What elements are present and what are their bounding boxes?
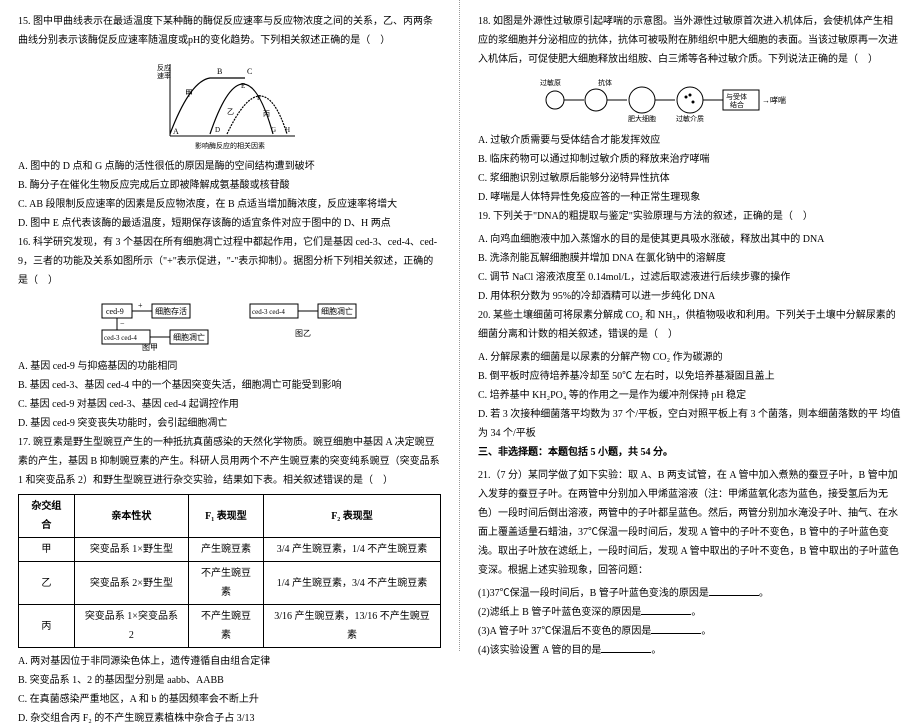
q15-figure: 反应 速率 甲 B C A D E F G H 乙 丙 影响酶反应的相关因素: [18, 56, 441, 151]
th-1: 杂交组合: [19, 495, 75, 538]
q16-optD: D. 基因 ced-9 突变丧失功能时，会引起细胞凋亡: [18, 414, 441, 433]
svg-text:E: E: [241, 82, 245, 90]
svg-text:反应: 反应: [157, 63, 171, 72]
q18-optB: B. 临床药物可以通过抑制过敏介质的释放来治疗哮喘: [478, 150, 902, 169]
q20-optD: D. 若 3 次接种细菌落平均数为 37 个/平板，空白对照平板上有 3 个菌落…: [478, 405, 902, 443]
th-2: 亲本性状: [74, 495, 188, 538]
svg-text:A: A: [173, 127, 179, 136]
svg-text:速率: 速率: [157, 71, 171, 80]
q20-optC: C. 培养基中 KH₂PO₄ 等的作用之一是作为缓冲剂保持 pH 稳定: [478, 386, 902, 405]
q19-optD: D. 用体积分数为 95%的冷却酒精可以进一步纯化 DNA: [478, 287, 902, 306]
svg-text:+: +: [138, 301, 143, 310]
q17-stem: 17. 豌豆素是野生型豌豆产生的一种抵抗真菌感染的天然化学物质。豌豆细胞中基因 …: [18, 433, 441, 490]
svg-text:影响酶反应的相关因素: 影响酶反应的相关因素: [195, 141, 265, 150]
q15-optC: C. AB 段限制反应速率的因素是反应物浓度，在 B 点适当增加酶浓度，反应速率…: [18, 195, 441, 214]
td: 不产生豌豆素: [188, 605, 263, 648]
td: 突变品系 2×野生型: [74, 562, 188, 605]
q16-optA: A. 基因 ced-9 与抑癌基因的功能相同: [18, 357, 441, 376]
q21-sub2: (2)滤纸上 B 管子叶蓝色变深的原因是。: [478, 603, 902, 622]
svg-text:图甲: 图甲: [142, 343, 158, 351]
q18-optA: A. 过敏介质需要与受体结合才能发挥效应: [478, 131, 902, 150]
q20-optB: B. 倒平板时应待培养基冷却至 50℃ 左右时，以免培养基凝固且盖上: [478, 367, 902, 386]
q18-optC: C. 浆细胞识别过敏原后能够分泌特异性抗体: [478, 169, 902, 188]
section3-header: 三、非选择题：本题包括 5 小题，共 54 分。: [478, 443, 902, 462]
th-3: F₁ 表现型: [188, 495, 263, 538]
svg-text:H: H: [285, 126, 290, 134]
blank-2[interactable]: [641, 603, 691, 615]
q20-stem: 20. 某些土壤细菌可将尿素分解成 CO₂ 和 NH₃，供植物吸收和利用。下列关…: [478, 306, 902, 344]
svg-text:−: −: [120, 319, 125, 328]
svg-text:ced-9: ced-9: [106, 307, 124, 316]
svg-text:肥大细胞: 肥大细胞: [628, 114, 656, 123]
svg-text:结合: 结合: [730, 100, 744, 109]
svg-text:过敏介质: 过敏介质: [676, 114, 704, 123]
blank-3[interactable]: [651, 622, 701, 634]
td: 1/4 产生豌豆素，3/4 不产生豌豆素: [264, 562, 441, 605]
svg-text:细胞存活: 细胞存活: [155, 306, 187, 316]
td: 突变品系 1×突变品系 2: [74, 605, 188, 648]
q17-optC: C. 在真菌感染严重地区，A 和 b 的基因频率会不断上升: [18, 690, 441, 709]
svg-text:细胞凋亡: 细胞凋亡: [173, 332, 205, 342]
svg-text:D: D: [215, 126, 220, 134]
q15-optD: D. 图中 E 点代表该酶的最适温度，短期保存该酶的适宜条件对应于图中的 D、H…: [18, 214, 441, 233]
q18-figure: 过敏原 抗体 肥大细胞 过敏介质 与受体 结合 →哮喘: [478, 75, 902, 125]
svg-text:C: C: [247, 67, 252, 76]
q16-optB: B. 基因 ced-3、基因 ced-4 中的一个基因突变失活，细胞凋亡可能受到…: [18, 376, 441, 395]
td: 突变品系 1×野生型: [74, 538, 188, 562]
td: 3/4 产生豌豆素，1/4 不产生豌豆素: [264, 538, 441, 562]
q19-stem: 19. 下列关于"DNA的粗提取与鉴定"实验原理与方法的叙述，正确的是（ ）: [478, 207, 902, 226]
q20-optA: A. 分解尿素的细菌是以尿素的分解产物 CO₂ 作为碳源的: [478, 348, 902, 367]
q18-stem: 18. 如图是外源性过敏原引起哮喘的示意图。当外源性过敏原首次进入机体后，会使机…: [478, 12, 902, 69]
q19-optA: A. 向鸡血细胞液中加入蒸馏水的目的是使其更具吸水涨破，释放出其中的 DNA: [478, 230, 902, 249]
q19-optC: C. 调节 NaCl 溶液浓度至 0.14mol/L，过滤后取滤液进行后续步骤的…: [478, 268, 902, 287]
q15-optA: A. 图中的 D 点和 G 点酶的活性很低的原因是酶的空间结构遭到破坏: [18, 157, 441, 176]
q17-optB: B. 突变品系 1、2 的基因型分别是 aabb、AABB: [18, 671, 441, 690]
svg-text:过敏原: 过敏原: [540, 78, 561, 87]
svg-text:丙: 丙: [263, 110, 270, 118]
td: 3/16 产生豌豆素，13/16 不产生豌豆素: [264, 605, 441, 648]
q21-stem: 21.（7 分）某同学做了如下实验：取 A、B 两支试管，在 A 管中加入煮熟的…: [478, 466, 902, 580]
svg-text:ced-3 ced-4: ced-3 ced-4: [252, 308, 285, 316]
q16-stem: 16. 科学研究发现，有 3 个基因在所有细胞凋亡过程中都起作用，它们是基因 c…: [18, 233, 441, 290]
svg-text:与受体: 与受体: [726, 92, 747, 101]
q17-optA: A. 两对基因位于非同源染色体上，遗传遵循自由组合定律: [18, 652, 441, 671]
q15-stem: 15. 图中甲曲线表示在最适温度下某种酶的酶促反应速率与反应物浓度之间的关系，乙…: [18, 12, 441, 50]
q21-sub1: (1)37℃保温一段时间后，B 管子叶蓝色变浅的原因是。: [478, 584, 902, 603]
blank-4[interactable]: [601, 641, 651, 653]
svg-text:甲: 甲: [185, 89, 193, 98]
svg-text:→哮喘: →哮喘: [762, 95, 786, 105]
q19-optB: B. 洗涤剂能瓦解细胞膜并增加 DNA 在氯化钠中的溶解度: [478, 249, 902, 268]
q18-optD: D. 哮喘是人体特异性免疫应答的一种正常生理现象: [478, 188, 902, 207]
svg-text:G: G: [271, 126, 276, 134]
svg-text:细胞凋亡: 细胞凋亡: [321, 306, 353, 316]
svg-text:抗体: 抗体: [598, 78, 612, 87]
svg-text:F: F: [257, 94, 261, 102]
q17-table: 杂交组合 亲本性状 F₁ 表现型 F₂ 表现型 甲 突变品系 1×野生型 产生豌…: [18, 494, 441, 648]
svg-text:B: B: [217, 67, 222, 76]
blank-1[interactable]: [709, 584, 759, 596]
q21-sub3: (3)A 管子叶 37℃保温后不变色的原因是。: [478, 622, 902, 641]
svg-text:图乙: 图乙: [295, 329, 311, 338]
q16-figure: ced-9 + 细胞存活 − ced-3 ced-4 细胞凋亡 图甲 ced-3…: [18, 296, 441, 351]
q16-optC: C. 基因 ced-9 对基因 ced-3、基因 ced-4 起调控作用: [18, 395, 441, 414]
q17-optD: D. 杂交组合丙 F₂ 的不产生豌豆素植株中杂合子占 3/13: [18, 709, 441, 728]
svg-text:乙: 乙: [227, 108, 234, 116]
q15-optB: B. 酶分子在催化生物反应完成后立即被降解成氨基酸或核苷酸: [18, 176, 441, 195]
svg-text:ced-3 ced-4: ced-3 ced-4: [104, 334, 137, 342]
td: 不产生豌豆素: [188, 562, 263, 605]
td: 甲: [19, 538, 75, 562]
td: 乙: [19, 562, 75, 605]
th-4: F₂ 表现型: [264, 495, 441, 538]
td: 丙: [19, 605, 75, 648]
td: 产生豌豆素: [188, 538, 263, 562]
